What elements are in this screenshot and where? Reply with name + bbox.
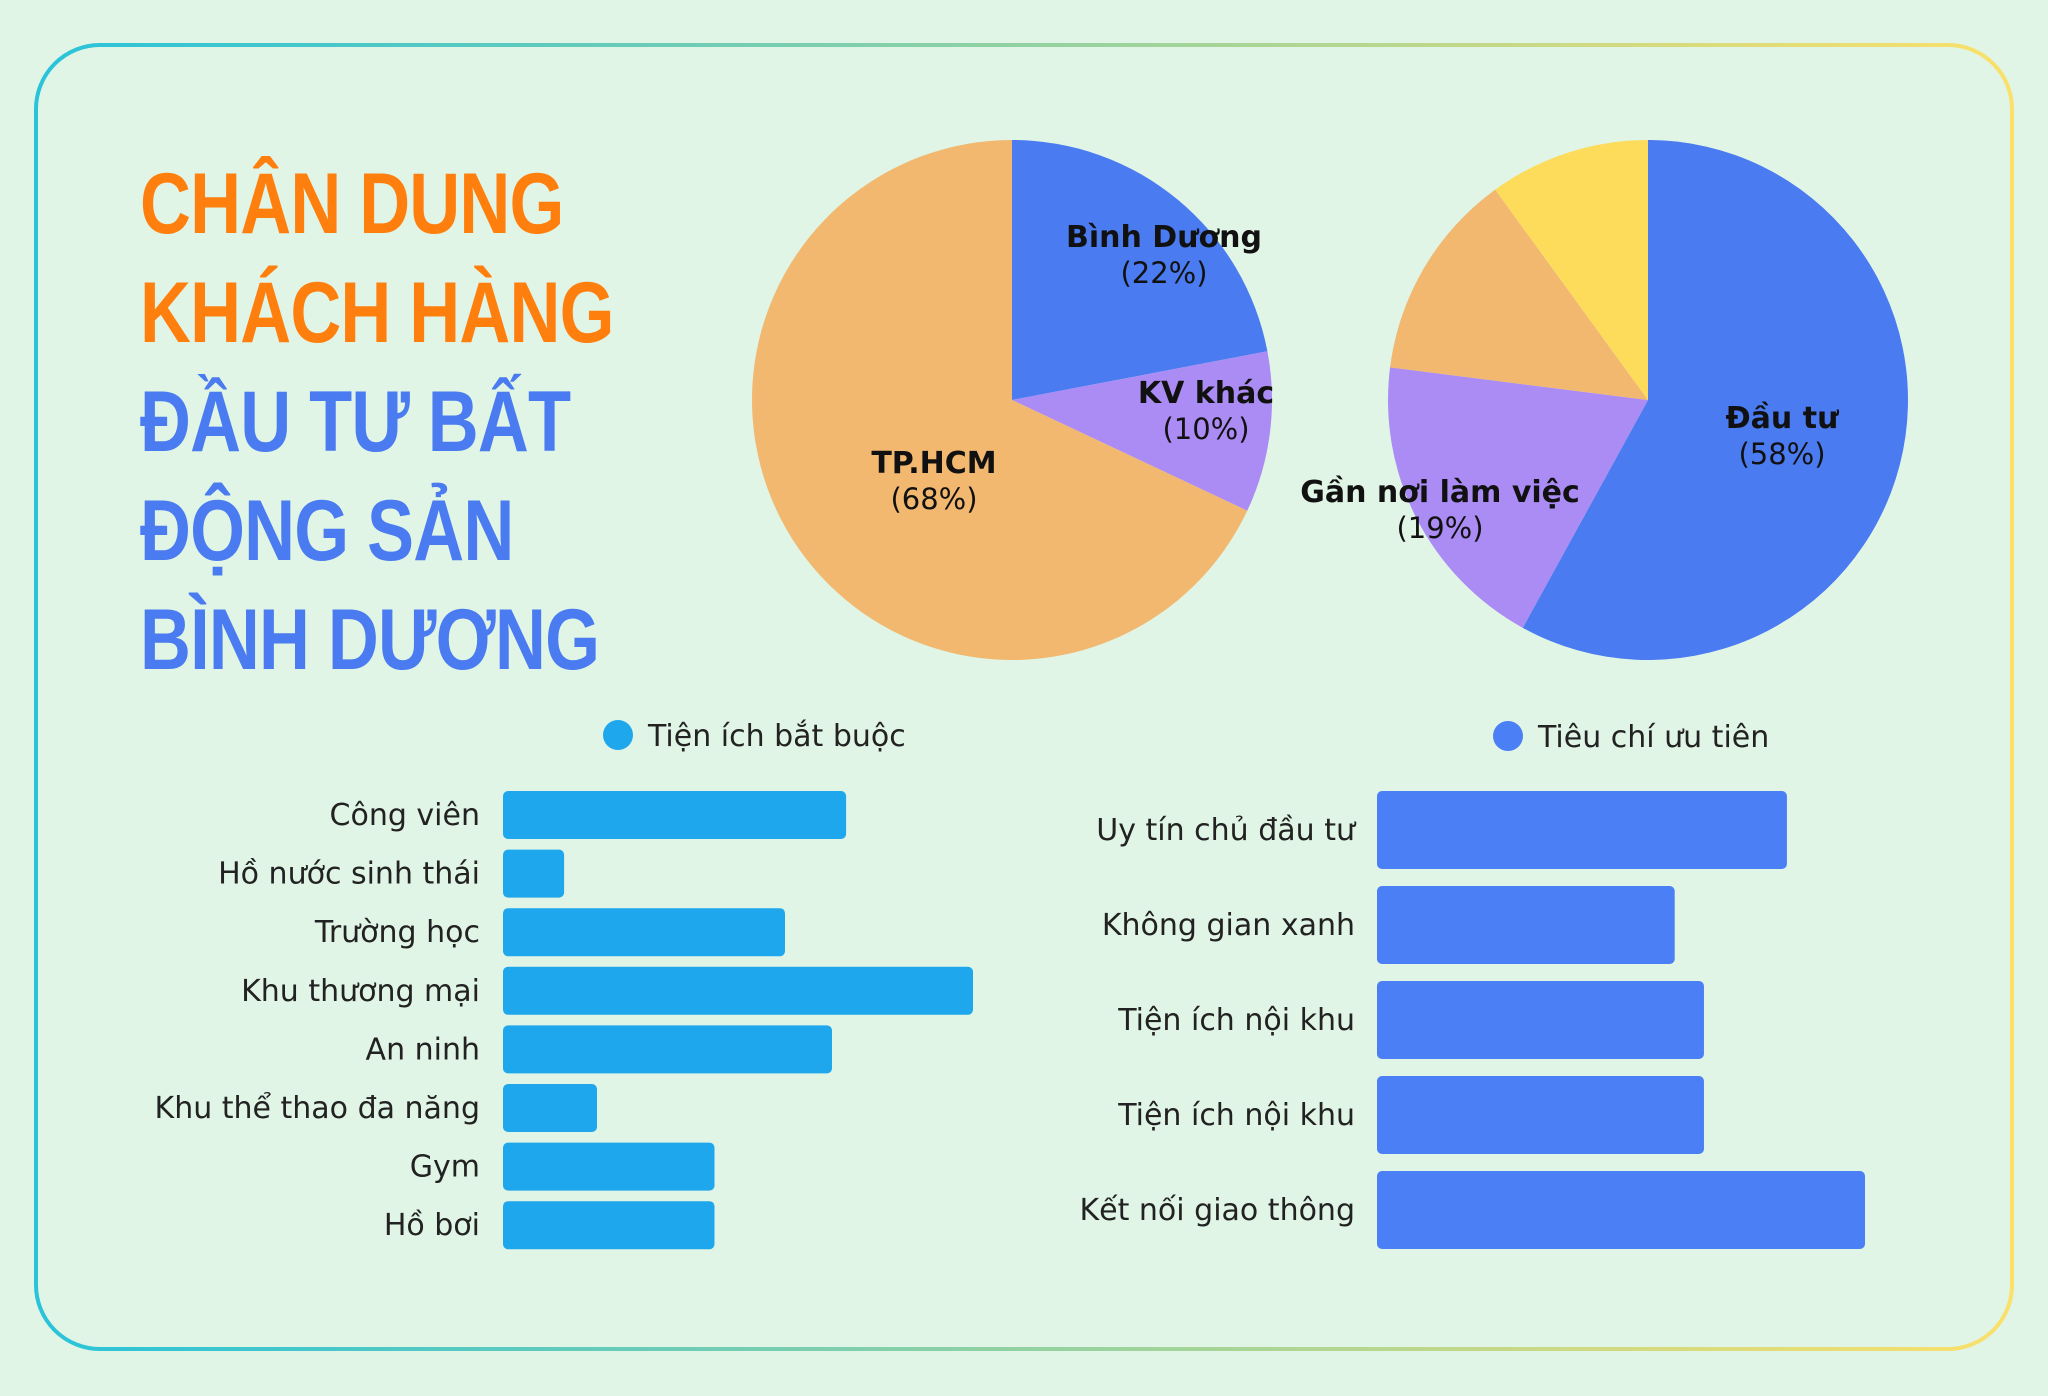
- category-label: Công viên: [330, 798, 480, 833]
- bar-truong-hoc: [503, 908, 785, 957]
- pie-slice-label: KV khác: [1138, 376, 1274, 411]
- title-line-2: KHÁCH HÀNG: [140, 265, 614, 361]
- bar-tien-ich-noi-khu: [1377, 981, 1704, 1059]
- category-label: Kết nối giao thông: [1079, 1193, 1355, 1228]
- pie-slice-dau-tu: [1522, 140, 1908, 660]
- category-label: An ninh: [366, 1032, 480, 1067]
- bar-ho-nuoc-sinh-thai: [503, 849, 565, 898]
- pie-slice-percent: (10%): [1162, 412, 1249, 446]
- pie-slice-percent: (58%): [1738, 437, 1825, 471]
- bar-khu-thuong-mai: [503, 966, 973, 1015]
- bar-an-ninh: [503, 1025, 832, 1074]
- category-label: Gym: [410, 1150, 480, 1185]
- pie-chart-region: Bình Dương(22%) KV khác(10%) TP.HCM(68%): [751, 140, 1274, 660]
- title-line-3: ĐẦU TƯ BẤT: [140, 374, 571, 470]
- category-label: Uy tín chủ đầu tư: [1096, 813, 1357, 848]
- pie-slice-item-2: [1390, 189, 1648, 400]
- bar-tien-ich-noi-khu: [1377, 1076, 1704, 1154]
- pie-slice-label: Bình Dương: [1066, 220, 1262, 255]
- pie-chart-purpose: Đầu tư(58%) Gần nơi làm việc(19%): [1300, 140, 1908, 660]
- pie-slice-binh-duong: [1012, 140, 1268, 400]
- pie-slice-label: Gần nơi làm việc: [1300, 475, 1580, 510]
- category-label: Hồ nước sinh thái: [218, 857, 480, 892]
- pie-slice-label: Đầu tư: [1726, 401, 1840, 436]
- pie-slice-label: TP.HCM: [871, 446, 996, 481]
- pie-slice-gan-noi-lam-viec: [1388, 367, 1648, 628]
- bar-khu-the-thao-da-nang: [503, 1084, 597, 1132]
- title-line-4: ĐỘNG SẢN: [140, 483, 514, 579]
- category-label: Tiện ích nội khu: [1117, 1098, 1355, 1133]
- pie-slice-percent: (68%): [890, 482, 977, 516]
- category-label: Khu thương mại: [241, 974, 480, 1009]
- page-title: CHÂN DUNG KHÁCH HÀNG ĐẦU TƯ BẤT ĐỘNG SẢN…: [140, 150, 614, 695]
- legend-label: Tiện ích bắt buộc: [647, 719, 906, 754]
- bar-uy-tin-chu-dau-tu: [1377, 791, 1787, 869]
- pie-slice-tp-hcm: [751, 140, 1248, 660]
- bar-ket-noi-giao-thong: [1377, 1171, 1865, 1249]
- legend-dot: [603, 720, 633, 750]
- pie-slice-percent: (19%): [1396, 511, 1483, 545]
- category-label: Tiện ích nội khu: [1117, 1003, 1355, 1038]
- category-label: Không gian xanh: [1102, 908, 1355, 943]
- category-label: Khu thể thao đa năng: [155, 1090, 480, 1126]
- frame-border: [34, 43, 2014, 1351]
- bar-cong-vien: [503, 791, 847, 839]
- bar-khong-gian-xanh: [1377, 886, 1675, 964]
- title-line-1: CHÂN DUNG: [140, 156, 564, 252]
- pie-slice-item-3: [1495, 140, 1648, 400]
- pie-slice-kv-khac: [1012, 351, 1272, 511]
- pie-slice-percent: (22%): [1120, 256, 1207, 290]
- bar-chart-priority-criteria: Tiêu chí ưu tiên Uy tín chủ đầu tư Không g…: [1079, 720, 1865, 1249]
- legend: Tiện ích bắt buộc: [603, 719, 906, 754]
- legend-label: Tiêu chí ưu tiên: [1537, 720, 1769, 755]
- category-label: Hồ bơi: [384, 1208, 480, 1243]
- legend: Tiêu chí ưu tiên: [1493, 720, 1769, 755]
- bar-ho-boi: [503, 1201, 715, 1250]
- title-line-5: BÌNH DƯƠNG: [140, 592, 600, 688]
- legend-dot: [1493, 721, 1523, 751]
- bar-gym: [503, 1142, 715, 1191]
- bar-chart-required-amenities: Tiện ích bắt buộc Công viên Hồ nước sinh t…: [155, 719, 973, 1250]
- category-label: Trường học: [314, 915, 480, 950]
